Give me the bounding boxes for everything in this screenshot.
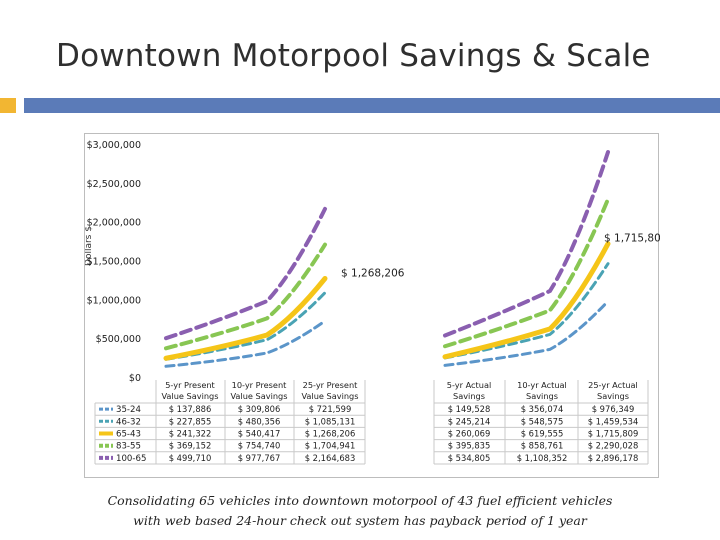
y-tick-label: $500,000: [96, 334, 141, 345]
category-label: 5-yr Actual: [447, 380, 491, 390]
y-tick-label: $2,000,000: [87, 218, 141, 229]
category-label: Value Savings: [301, 391, 358, 401]
table-cell-value: $ 540,417: [238, 429, 281, 439]
caption-line-1: Consolidating 65 vehicles into downtown …: [107, 493, 613, 508]
table-cell-value: $ 2,896,178: [588, 453, 639, 463]
table-cell-value: $ 1,108,352: [517, 453, 568, 463]
table-cell-value: $ 1,715,809: [588, 429, 639, 439]
table-cell-value: $ 480,356: [238, 416, 281, 426]
series-line-35-24: [443, 299, 610, 367]
table-cell-value: $ 369,152: [169, 441, 212, 451]
table-cell-value: $ 2,290,028: [588, 441, 639, 451]
data-annotation: $ 1,715,809: [604, 233, 660, 245]
table-cell-value: $ 309,806: [238, 404, 281, 414]
table-cell-value: $ 1,459,534: [588, 416, 639, 426]
caption-line-2: with web based 24-hour check out system …: [133, 513, 587, 528]
category-label: Savings: [597, 391, 629, 401]
series-line-100-65: [164, 206, 327, 341]
table-cell-value: $ 260,069: [448, 429, 491, 439]
table-cell-value: $ 245,214: [448, 416, 491, 426]
table-cell-value: $ 534,805: [448, 453, 491, 463]
slide-caption: Consolidating 65 vehicles into downtown …: [60, 491, 660, 531]
category-label: Savings: [453, 391, 485, 401]
category-label: 5-yr Present: [165, 380, 215, 390]
table-cell-value: $ 1,704,941: [305, 441, 356, 451]
y-axis-label: Dollars $: [85, 226, 94, 266]
y-tick-label: $1,500,000: [87, 257, 141, 268]
table-cell-value: $ 1,268,206: [305, 429, 356, 439]
legend-label: 100-65: [116, 454, 146, 464]
table-cell-value: $ 858,761: [521, 441, 564, 451]
series-line-46-32: [443, 262, 610, 360]
table-cell-value: $ 499,710: [169, 453, 212, 463]
table-cell-value: $ 619,555: [521, 429, 564, 439]
series-line-35-24: [164, 319, 327, 368]
table-cell-value: $ 149,528: [448, 404, 491, 414]
table-cell-value: $ 976,349: [592, 404, 635, 414]
category-label: 10-yr Present: [232, 380, 288, 390]
title-accent-square: [0, 98, 16, 113]
table-cell-value: $ 227,855: [169, 416, 212, 426]
savings-chart: Dollars $ $0 $500,000 $1,000,000 $1,500,000 $…: [85, 140, 660, 465]
category-label: 25-yr Present: [303, 380, 359, 390]
series-line-83-55: [443, 197, 610, 349]
category-label: Value Savings: [161, 391, 218, 401]
table-cell-value: $ 548,575: [521, 416, 564, 426]
table-cell-value: $ 2,164,683: [305, 453, 356, 463]
table-cell-value: $ 977,767: [238, 453, 281, 463]
chart-frame: Dollars $ $0 $500,000 $1,000,000 $1,500,000 $…: [84, 133, 660, 478]
title-underline-bar: [24, 98, 720, 113]
table-cell-value: $ 241,322: [169, 429, 212, 439]
table-cell-value: $ 1,085,131: [305, 416, 356, 426]
series-line-65-43: [163, 276, 328, 361]
y-tick-label: $0: [129, 373, 141, 384]
legend-label: 65-43: [116, 430, 141, 440]
legend-label: 83-55: [116, 442, 141, 452]
y-tick-label: $1,000,000: [87, 295, 141, 306]
data-annotation: $ 1,268,206: [341, 268, 405, 280]
category-label: 10-yr Actual: [517, 380, 567, 390]
legend-label: 46-32: [116, 417, 141, 427]
legend-label: 35-24: [116, 405, 141, 415]
series-line-65-43: [442, 241, 611, 360]
series-line-100-65: [443, 150, 610, 338]
table-cell-value: $ 395,835: [448, 441, 491, 451]
category-label: 25-yr Actual: [588, 380, 638, 390]
y-tick-label: $3,000,000: [87, 140, 141, 151]
y-tick-label: $2,500,000: [87, 179, 141, 190]
slide-title: Downtown Motorpool Savings & Scale: [56, 38, 651, 74]
table-cell-value: $ 721,599: [309, 404, 352, 414]
table-cell-value: $ 754,740: [238, 441, 281, 451]
table-cell-value: $ 137,886: [169, 404, 212, 414]
table-cell-value: $ 356,074: [521, 404, 564, 414]
category-label: Savings: [526, 391, 558, 401]
category-label: Value Savings: [230, 391, 287, 401]
series-line-83-55: [164, 242, 327, 351]
